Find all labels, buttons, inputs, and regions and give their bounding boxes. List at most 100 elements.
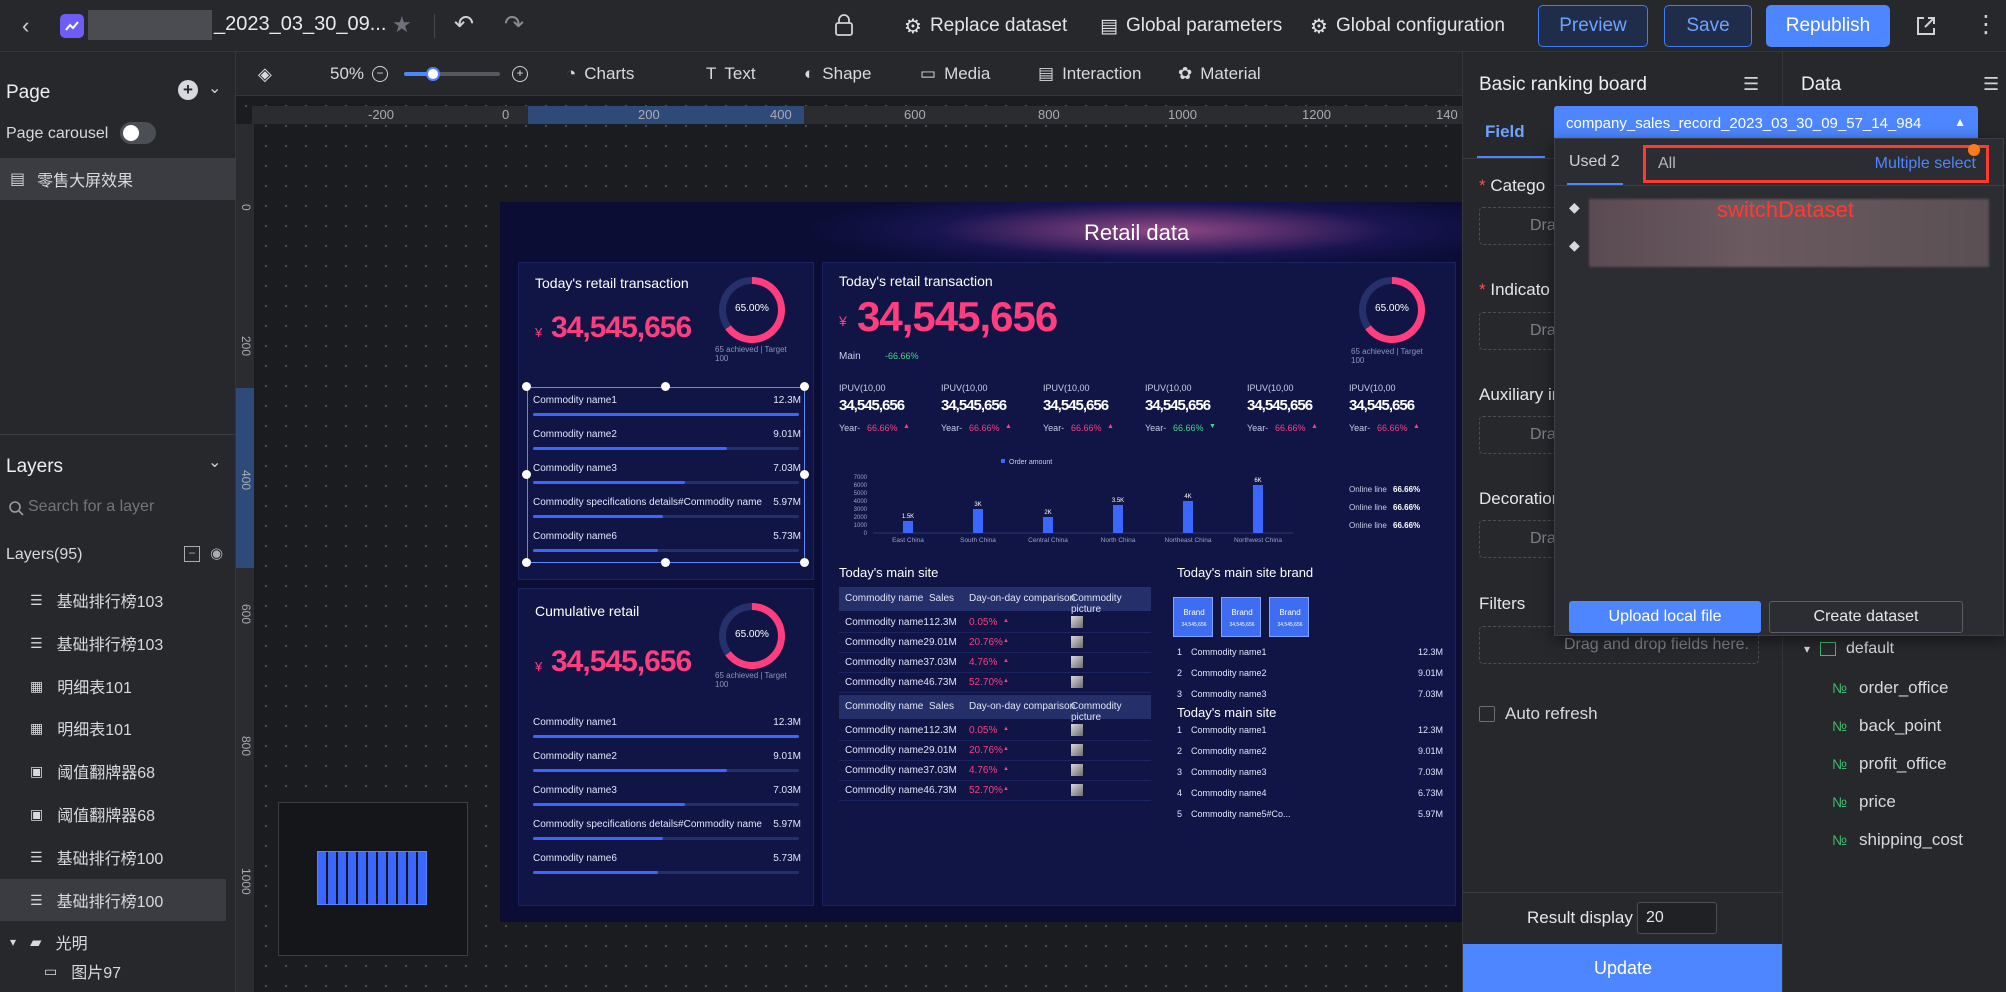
layers-toggle-icon[interactable]: ◈: [258, 63, 272, 84]
layer-group[interactable]: ▾ ▰ 光明: [0, 921, 232, 963]
field-item[interactable]: № price: [1832, 792, 1896, 812]
page-carousel-toggle[interactable]: [120, 122, 156, 144]
layer-item[interactable]: ▦ 明细表101: [0, 665, 232, 707]
zoom-slider-thumb[interactable]: [425, 67, 440, 81]
save-button[interactable]: Save: [1664, 5, 1752, 47]
brand-label: Brand: [1183, 608, 1205, 617]
table-header-cell: Commodity picture: [1071, 593, 1122, 615]
field-item[interactable]: № order_office: [1832, 678, 1949, 698]
layer-item[interactable]: ▦ 明细表101: [0, 707, 232, 749]
bar-data-label: 2K: [1044, 510, 1051, 516]
main-retail-card[interactable]: Today's retail transaction ¥ 34,545,656 …: [822, 262, 1456, 906]
dataset-select[interactable]: company_sales_record_2023_03_30_09_57_14…: [1554, 106, 1978, 140]
dashboard-screen[interactable]: Retail data Today's retail transaction ¥…: [500, 202, 1462, 922]
shape-label: Shape: [822, 64, 872, 83]
minimap[interactable]: [278, 802, 468, 956]
dataset-search-box[interactable]: All Multiple select: [1643, 144, 1989, 183]
global-parameters-button[interactable]: ▤ Global parameters: [1100, 0, 1282, 52]
lock-icon[interactable]: [834, 14, 854, 36]
add-page-icon[interactable]: +: [178, 80, 198, 100]
global-configuration-label: Global configuration: [1335, 15, 1505, 36]
global-configuration-button[interactable]: ⚙ Global configuration: [1310, 0, 1505, 52]
layer-item[interactable]: ☰ 基础排行榜103: [0, 579, 232, 621]
update-button[interactable]: Update: [1463, 944, 1783, 992]
page-item[interactable]: ▤ 零售大屏效果: [0, 158, 236, 200]
blurred-dataset-list[interactable]: [1589, 199, 1989, 267]
retail-card-2[interactable]: Cumulative retail ¥ 34,545,656 65.00% 65…: [518, 588, 814, 906]
preview-button[interactable]: Preview: [1538, 5, 1648, 47]
layer-item[interactable]: ▣ 阈值翻牌器68: [0, 793, 232, 835]
x-tick-label: Central China: [1028, 537, 1068, 544]
more-icon[interactable]: ⋮: [1974, 11, 1998, 38]
zoom-in-icon[interactable]: +: [512, 52, 528, 96]
filter-all[interactable]: All: [1658, 155, 1676, 172]
text-menu[interactable]: T Text: [706, 52, 756, 96]
cell-name: Commodity name4: [845, 677, 929, 688]
star-icon[interactable]: ★: [392, 12, 412, 37]
zoom-slider[interactable]: [404, 67, 500, 81]
layer-item[interactable]: ☰ 基础排行榜103: [0, 622, 232, 664]
bar-mark: [1043, 517, 1053, 533]
chevron-down-icon[interactable]: ⌄: [208, 80, 222, 97]
layer-item[interactable]: ▣ 阈值翻牌器68: [0, 750, 232, 792]
field-item[interactable]: № back_point: [1832, 716, 1941, 736]
tab-used[interactable]: Used 2: [1569, 153, 1620, 170]
eye-icon[interactable]: ◉: [210, 545, 224, 562]
handle[interactable]: [522, 470, 531, 479]
upload-local-file-button[interactable]: Upload local file: [1569, 601, 1761, 633]
list-v: 12.3M: [1417, 725, 1443, 735]
handle[interactable]: [661, 558, 670, 567]
cell-comparison: 0.05%: [969, 617, 998, 628]
multiple-select-link[interactable]: Multiple select: [1874, 155, 1976, 172]
table-icon: ▦: [30, 677, 44, 694]
cell-comparison: 4.76%: [969, 657, 998, 668]
minimap-viewport[interactable]: [317, 851, 427, 905]
collapse-all-icon[interactable]: −: [184, 546, 200, 562]
category-section: * Catego: [1479, 176, 1546, 195]
interaction-menu[interactable]: ▤ Interaction: [1038, 52, 1141, 96]
chevron-down-icon[interactable]: ⌄: [208, 454, 222, 471]
x-tick-label: East China: [892, 537, 924, 544]
external-link-icon[interactable]: [1914, 14, 1938, 38]
zoom-out-icon[interactable]: −: [372, 52, 388, 96]
arrow-up-icon: ▲: [1107, 423, 1114, 430]
layer-search-input[interactable]: [28, 492, 218, 522]
republish-button[interactable]: Republish: [1766, 5, 1890, 47]
shape-menu[interactable]: ◐ Shape: [804, 52, 871, 96]
rank-item-name: Commodity name2: [533, 429, 617, 440]
charts-menu[interactable]: ◔ Charts: [566, 52, 634, 96]
field-item[interactable]: № profit_office: [1832, 754, 1947, 774]
panel-menu-icon[interactable]: ☰: [1743, 74, 1760, 94]
back-icon[interactable]: ‹: [22, 13, 30, 38]
group-default[interactable]: ▾ default: [1804, 640, 1894, 658]
media-menu[interactable]: ▭ Media: [920, 52, 990, 96]
cube-icon: ◆: [1569, 199, 1580, 215]
redo-icon[interactable]: ↷: [504, 11, 525, 38]
tab-field[interactable]: Field: [1485, 122, 1525, 141]
handle[interactable]: [522, 558, 531, 567]
ipuv-change: 66.66%: [1173, 423, 1204, 433]
field-item[interactable]: № shipping_cost: [1832, 830, 1963, 850]
layer-item[interactable]: ▭ 图片97: [0, 956, 232, 986]
handle[interactable]: [522, 382, 531, 391]
ruler-label: 200: [239, 336, 253, 357]
layer-item-selected[interactable]: ☰ 基础排行榜100: [0, 879, 226, 921]
list-name: Commodity name2: [1191, 668, 1267, 678]
undo-icon[interactable]: ↶: [454, 11, 475, 38]
group-label: default: [1846, 640, 1895, 657]
replace-dataset-button[interactable]: ⚙ Replace dataset: [904, 0, 1067, 52]
ruler-label: 1200: [1302, 107, 1331, 122]
result-display-input[interactable]: [1637, 902, 1717, 934]
handle[interactable]: [661, 382, 670, 391]
ipuv-change: 66.66%: [1377, 423, 1408, 433]
material-menu[interactable]: ✿ Material: [1178, 52, 1261, 96]
handle[interactable]: [800, 470, 809, 479]
panel-menu-icon[interactable]: ☰: [1983, 74, 2000, 94]
handle[interactable]: [800, 382, 809, 391]
layer-item[interactable]: ☰ 基础排行榜100: [0, 836, 232, 878]
retail-card-1[interactable]: Today's retail transaction ¥ 34,545,656 …: [518, 262, 814, 580]
dashboard-title[interactable]: _2023_03_30_09...: [214, 13, 387, 35]
create-dataset-button[interactable]: Create dataset: [1769, 601, 1963, 633]
auto-refresh-checkbox[interactable]: [1479, 706, 1495, 722]
handle[interactable]: [800, 558, 809, 567]
